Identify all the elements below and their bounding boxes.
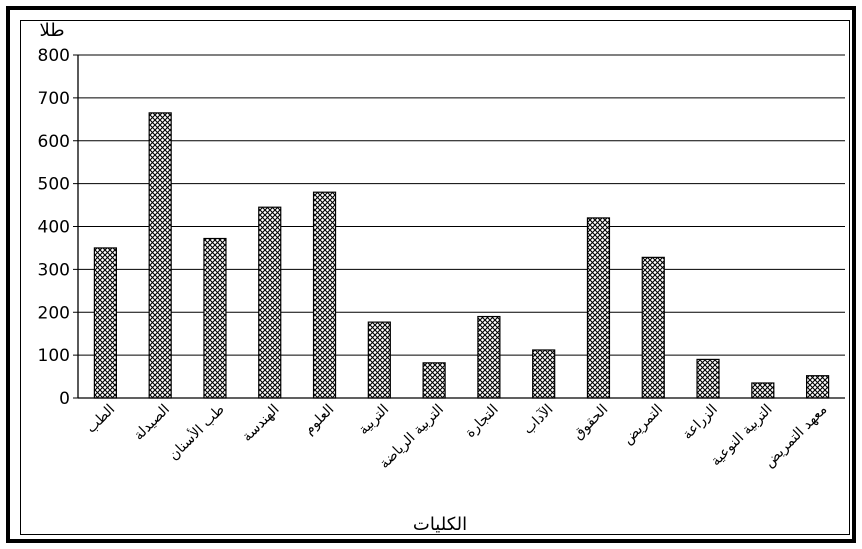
y-tick-label: 700	[38, 89, 70, 109]
x-category-label: الحقوق	[570, 402, 611, 443]
grid-lines	[78, 54, 845, 399]
x-category-label: الطب	[83, 402, 118, 437]
x-category-label: التمريض	[620, 402, 666, 448]
y-tick-label: 100	[38, 346, 70, 366]
chart-inner-border	[20, 20, 850, 535]
x-category-label: الصيدلة	[131, 402, 173, 444]
bars	[93, 112, 830, 399]
x-category-label: التربية	[356, 402, 393, 439]
y-tick-label: 300	[38, 260, 70, 280]
bar	[806, 375, 830, 399]
chart-frame	[6, 6, 856, 543]
bar	[367, 321, 391, 399]
bar	[751, 382, 775, 399]
x-category-label: طب الأسنان	[164, 400, 227, 463]
y-axis-tick-labels: 0 100 200 300 400 500 600 700 800	[38, 46, 78, 409]
y-tick-label: 600	[38, 132, 70, 152]
y-tick-label: 500	[38, 175, 70, 195]
bar	[258, 206, 282, 399]
y-tick-label: 0	[59, 389, 70, 409]
x-category-label: الهندسة	[239, 402, 282, 445]
x-category-label: الزراعة	[680, 402, 721, 443]
x-category-label: التجارة	[462, 402, 501, 441]
y-tick-label: 800	[38, 46, 70, 66]
y-tick-label: 400	[38, 218, 70, 238]
x-category-label: العلوم	[301, 402, 337, 438]
axes	[77, 55, 845, 399]
bar	[532, 349, 556, 399]
bar	[586, 217, 611, 399]
x-axis-title: الكليات	[413, 514, 467, 535]
bar	[422, 362, 446, 399]
bar	[93, 247, 117, 399]
bar	[477, 315, 501, 399]
bar	[696, 358, 720, 399]
y-axis-title: طلا	[39, 20, 64, 41]
x-category-label: الآداب	[520, 402, 556, 438]
bar	[641, 256, 665, 399]
y-tick-label: 200	[38, 303, 70, 323]
bar	[203, 237, 227, 399]
bar	[312, 191, 337, 399]
bar	[148, 112, 172, 399]
